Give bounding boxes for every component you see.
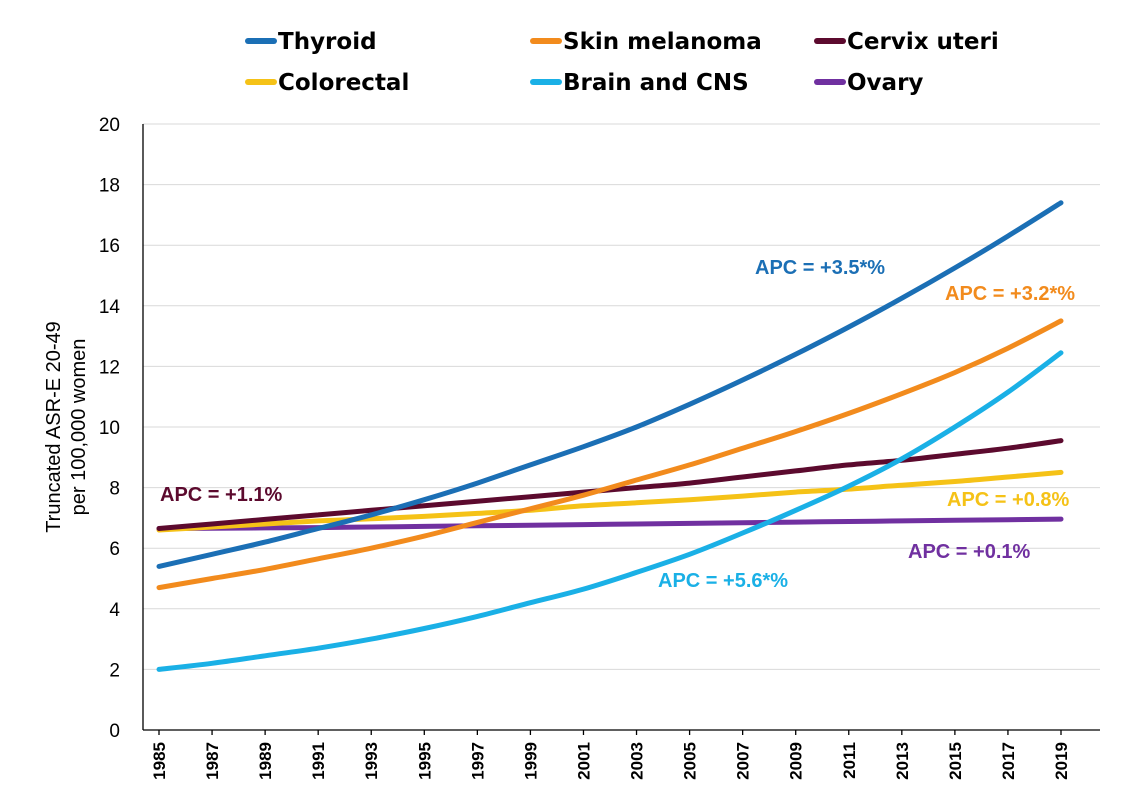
x-tick-label: 1991 bbox=[309, 742, 328, 780]
legend-label-thyroid: Thyroid bbox=[278, 29, 377, 55]
series-line-brain-and-cns bbox=[156, 350, 1064, 672]
series-line-skin-melanoma bbox=[156, 318, 1064, 591]
x-tick-label: 2003 bbox=[628, 742, 647, 780]
x-tick-label: 2009 bbox=[787, 742, 806, 780]
x-tick-label: 1987 bbox=[203, 742, 222, 780]
y-tick-label: 16 bbox=[99, 236, 120, 257]
legend: Thyroid Skin melanoma Cervix uteri Colorect… bbox=[245, 29, 999, 96]
legend-label-skin-melanoma: Skin melanoma bbox=[563, 29, 762, 55]
series-line-thyroid bbox=[156, 200, 1064, 569]
legend-label-colorectal: Colorectal bbox=[278, 70, 409, 96]
x-tick-label: 1999 bbox=[521, 742, 540, 780]
x-tick-label: 2011 bbox=[840, 742, 859, 779]
x-tick-label: 2013 bbox=[893, 742, 912, 780]
y-tick-label: 20 bbox=[99, 115, 120, 136]
apc-annotation-thyroid: APC = +3.5*% bbox=[755, 257, 885, 279]
x-tick-label: 2017 bbox=[999, 742, 1018, 780]
y-axis-label-line-2: per 100,000 women bbox=[68, 339, 90, 516]
apc-annotation-skin-melanoma: APC = +3.2*% bbox=[945, 283, 1075, 305]
apc-annotation-brain-and-cns: APC = +5.6*% bbox=[658, 570, 788, 592]
x-tick-label: 1993 bbox=[362, 742, 381, 780]
legend-label-ovary: Ovary bbox=[847, 70, 923, 96]
y-tick-label: 4 bbox=[109, 600, 120, 621]
y-tick-label: 14 bbox=[99, 297, 121, 318]
apc-annotation-colorectal: APC = +0.8% bbox=[947, 489, 1070, 511]
y-tick-label: 0 bbox=[109, 721, 120, 742]
legend-label-cervix-uteri: Cervix uteri bbox=[847, 29, 999, 55]
grid-layer bbox=[143, 123, 1100, 670]
apc-annotation-ovary: APC = +0.1% bbox=[908, 541, 1031, 563]
y-tick-label: 18 bbox=[99, 176, 120, 197]
y-tick-label: 8 bbox=[109, 479, 120, 500]
axis-layer: 0 2 4 6 8 10 12 14 16 18 20 1985 1987 1989 1991 1993 199… bbox=[99, 115, 1100, 780]
y-tick-label: 12 bbox=[99, 357, 120, 378]
y-axis-label-line-1: Truncated ASR-E 20-49 bbox=[43, 321, 65, 533]
x-tick-label: 2015 bbox=[946, 742, 965, 780]
apc-annotation-cervix-uteri: APC = +1.1% bbox=[160, 484, 283, 506]
annotation-layer: APC = +3.5*% APC = +3.2*% APC = +1.1% APC =… bbox=[160, 257, 1075, 592]
x-tick-label: 1989 bbox=[256, 742, 275, 780]
y-tick-label: 6 bbox=[109, 539, 120, 560]
x-tick-label: 1985 bbox=[150, 742, 169, 780]
series-layer bbox=[156, 200, 1064, 672]
x-tick-label: 2007 bbox=[734, 742, 753, 780]
series-line-colorectal bbox=[156, 469, 1064, 533]
x-tick-label: 2005 bbox=[681, 742, 700, 780]
x-tick-label: 2019 bbox=[1052, 742, 1071, 780]
y-tick-label: 10 bbox=[99, 418, 120, 439]
x-tick-label: 1995 bbox=[415, 742, 434, 780]
x-tick-label: 2001 bbox=[574, 742, 593, 780]
x-tick-label: 1997 bbox=[468, 742, 487, 780]
y-tick-label: 2 bbox=[109, 660, 120, 681]
legend-label-brain-and-cns: Brain and CNS bbox=[563, 70, 749, 96]
